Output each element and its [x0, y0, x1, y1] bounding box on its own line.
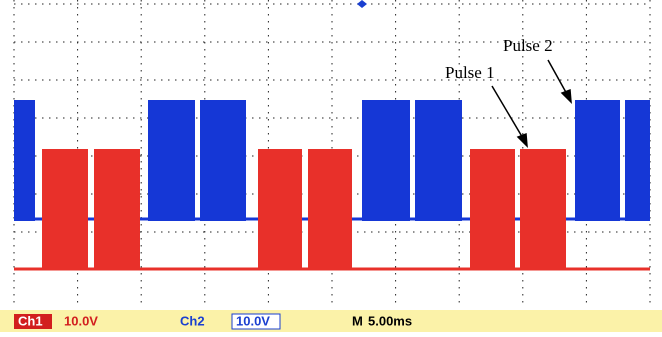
annotation: Pulse 1: [445, 63, 495, 82]
ch2-label: Ch2: [180, 313, 205, 328]
ch2-scale: 10.0V: [236, 313, 270, 328]
timebase: 5.00ms: [368, 313, 412, 328]
ch2-pulse: [575, 100, 620, 221]
page: Pulse 1 Pulse 2 Ch1 10.0V Ch2 10.0V M 5.…: [0, 0, 662, 332]
ch1-pulse: [258, 149, 302, 270]
ch1-pulse: [94, 149, 140, 270]
status-bar: [0, 310, 662, 332]
oscilloscope-screenshot: Pulse 1 Pulse 2 Ch1 10.0V Ch2 10.0V M 5.…: [0, 0, 662, 332]
ch2-pulse: [200, 100, 246, 221]
ch2-pulse: [625, 100, 650, 221]
annotation: Pulse 2: [503, 36, 553, 55]
ch2-pulse: [14, 100, 35, 221]
ch1-pulse: [470, 149, 515, 270]
ch2-pulse: [415, 100, 462, 221]
timebase-label: M: [352, 313, 363, 328]
ch1-pulse: [308, 149, 352, 270]
ch2-pulse: [148, 100, 195, 221]
ch1-pulse: [520, 149, 566, 270]
ch1-scale: 10.0V: [64, 313, 98, 328]
ch2-pulse: [362, 100, 410, 221]
ch1-label: Ch1: [18, 313, 43, 328]
ch1-pulse: [42, 149, 88, 270]
